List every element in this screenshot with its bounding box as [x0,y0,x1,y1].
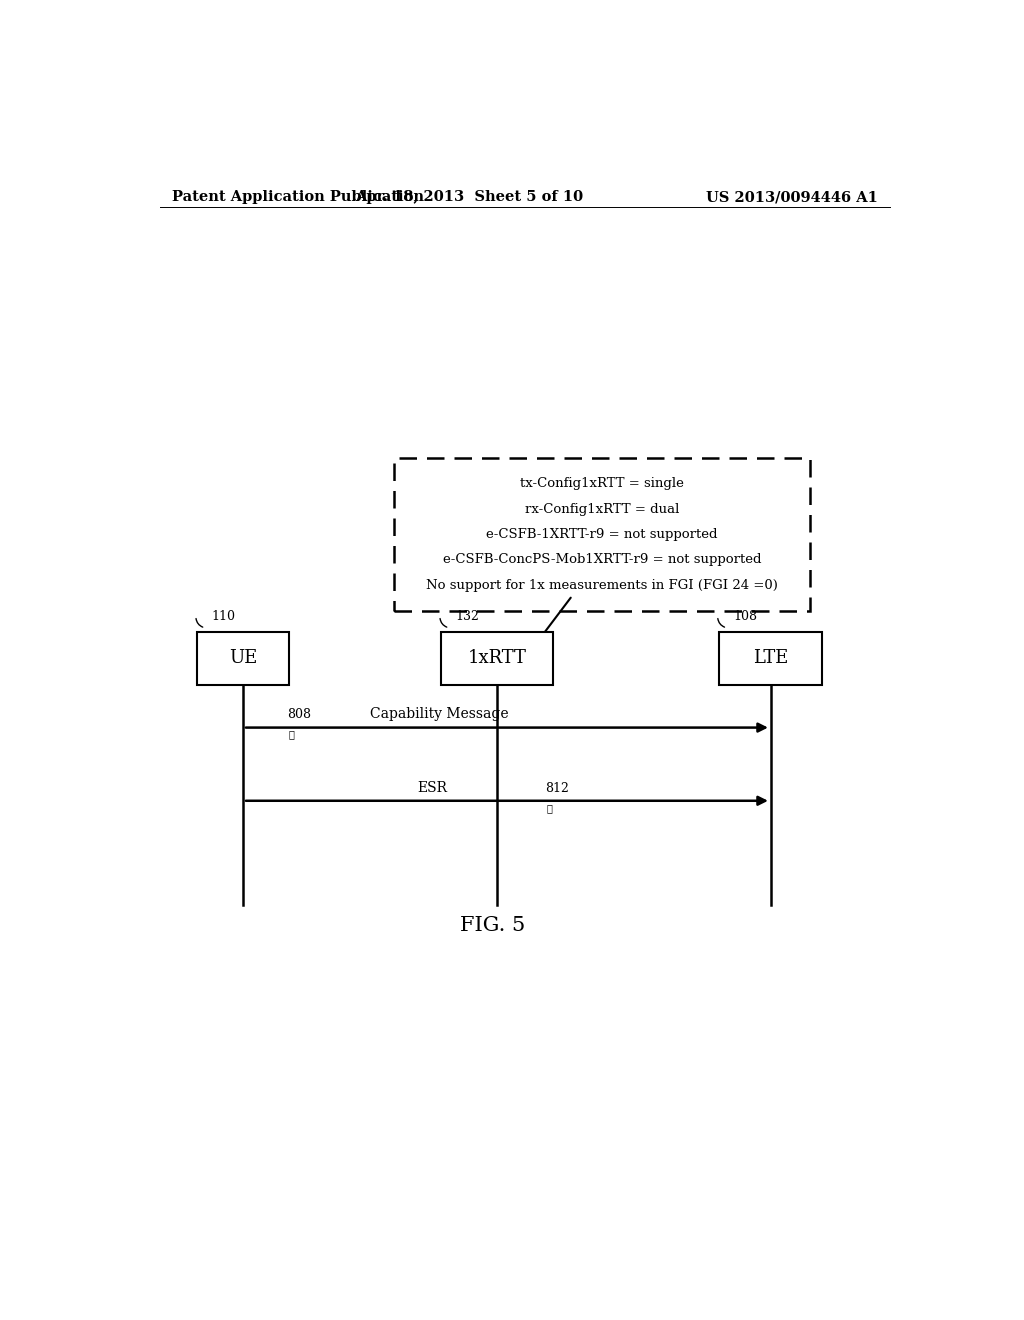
Text: e-CSFB-ConcPS-Mob1XRTT-r9 = not supported: e-CSFB-ConcPS-Mob1XRTT-r9 = not supporte… [443,553,762,566]
Text: US 2013/0094446 A1: US 2013/0094446 A1 [707,190,878,205]
Bar [394,458,811,611]
Text: LTE: LTE [753,649,788,668]
Text: ⮨: ⮨ [289,730,294,739]
Bar [198,632,289,685]
Text: ESR: ESR [418,780,447,795]
Bar [719,632,822,685]
Text: UE: UE [229,649,257,668]
Text: No support for 1x measurements in FGI (FGI 24 =0): No support for 1x measurements in FGI (F… [426,578,778,591]
Text: 132: 132 [456,610,479,623]
Text: tx-Config1xRTT = single: tx-Config1xRTT = single [520,477,684,490]
Text: 110: 110 [212,610,236,623]
Text: Capability Message: Capability Message [370,708,509,722]
Bar [441,632,553,685]
Text: rx-Config1xRTT = dual: rx-Config1xRTT = dual [525,503,679,516]
Text: 808: 808 [287,709,310,722]
Text: 812: 812 [545,781,568,795]
Text: 108: 108 [733,610,758,623]
Text: ⮨: ⮨ [546,803,552,813]
Text: Patent Application Publication: Patent Application Publication [172,190,424,205]
Text: e-CSFB-1XRTT-r9 = not supported: e-CSFB-1XRTT-r9 = not supported [486,528,718,541]
Text: FIG. 5: FIG. 5 [461,916,525,936]
Text: Apr. 18, 2013  Sheet 5 of 10: Apr. 18, 2013 Sheet 5 of 10 [355,190,584,205]
Text: 1xRTT: 1xRTT [468,649,526,668]
